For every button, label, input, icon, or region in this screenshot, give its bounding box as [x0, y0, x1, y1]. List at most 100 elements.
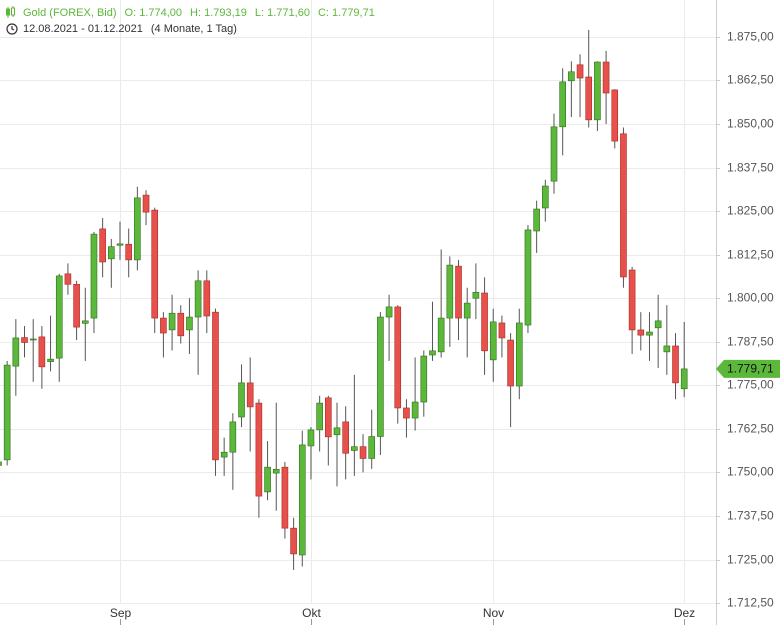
y-tick-label: 1.862,50: [727, 73, 774, 87]
candle-body: [47, 358, 54, 362]
candle-body: [628, 269, 636, 331]
candle-body: [351, 446, 358, 451]
duration: (4 Monate, 1 Tag): [151, 23, 237, 35]
candle-body: [680, 368, 688, 390]
candle-body: [411, 401, 419, 419]
y-tick-label: 1.787,50: [727, 335, 774, 349]
candle-body: [420, 355, 428, 403]
candle-body: [576, 64, 584, 79]
candle-body: [307, 429, 315, 447]
candle-body: [55, 275, 63, 359]
y-tick-label: 1.875,00: [727, 30, 774, 44]
candle-body: [186, 316, 193, 331]
close-text: C: 1.779,71: [318, 7, 375, 19]
candle-body: [368, 436, 376, 459]
candle-body: [99, 228, 106, 263]
candle-body: [90, 233, 98, 319]
candle-body: [177, 312, 185, 337]
y-tick-label: 1.762,50: [727, 422, 774, 436]
y-tick-label: 1.737,50: [727, 509, 774, 523]
instrument: Gold (FOREX, Bid): [23, 7, 117, 19]
candle-body: [446, 264, 454, 319]
y-tick-label: 1.750,00: [727, 465, 774, 479]
candle-body: [620, 133, 627, 278]
x-tick-label: Nov: [483, 606, 504, 620]
open-text: O: 1.774,00: [125, 7, 183, 19]
candle-body: [0, 461, 2, 466]
candle-body: [394, 306, 402, 409]
candle-body: [325, 397, 332, 438]
candle-body: [3, 364, 11, 461]
last-price-label: 1.779,71: [727, 362, 774, 376]
candle-body: [38, 336, 46, 368]
candle-body: [594, 61, 601, 121]
candle-body: [437, 317, 445, 353]
candle-body: [455, 265, 462, 319]
candle-body: [194, 280, 202, 318]
x-tick-label: Sep: [110, 606, 132, 620]
candle-body: [168, 312, 176, 331]
x-tick-label: Okt: [302, 606, 321, 620]
candle-body: [524, 229, 532, 326]
last-price-box: [716, 359, 780, 378]
candle-body: [654, 320, 662, 329]
candle-body: [290, 527, 297, 555]
grid: [0, 0, 716, 604]
candle-body: [108, 246, 115, 260]
candle-body: [385, 306, 393, 318]
candle-body: [568, 71, 575, 82]
candle-body: [489, 321, 497, 361]
candle-body: [125, 243, 132, 261]
candles: [0, 29, 688, 570]
candle-body: [429, 350, 436, 356]
x-tick-label: Dez: [674, 606, 695, 620]
candle-body: [533, 208, 540, 232]
candle-body: [611, 89, 619, 142]
candle-body: [81, 320, 89, 324]
clock-icon: [6, 23, 18, 35]
candle-body: [203, 280, 211, 317]
candle-body: [342, 421, 349, 454]
candle-body: [298, 444, 306, 556]
candle-body: [663, 345, 671, 353]
candle-body: [238, 382, 245, 418]
period: 12.08.2021 - 01.12.2021: [23, 23, 143, 35]
candle-body: [142, 194, 150, 213]
candle-body: [585, 76, 593, 121]
candle-body: [481, 292, 488, 352]
candle-body: [542, 185, 549, 209]
y-tick-label: 1.800,00: [727, 291, 774, 305]
y-tick-label: 1.837,50: [727, 161, 774, 175]
y-tick-label: 1.712,50: [727, 596, 774, 610]
candle-body: [160, 317, 167, 334]
high-text: H: 1.793,19: [190, 7, 247, 19]
candle-body: [463, 302, 471, 319]
header: Gold (FOREX, Bid) O: 1.774,00 H: 1.793,19 L…: [6, 6, 375, 35]
y-tick-label: 1.775,00: [727, 378, 774, 392]
candle-body: [151, 209, 159, 319]
candle-body: [21, 337, 28, 343]
candle-body: [281, 466, 289, 529]
candle-body: [559, 81, 566, 128]
y-tick-label: 1.850,00: [727, 117, 774, 131]
candle-body: [498, 322, 506, 339]
y-tick-label: 1.825,00: [727, 204, 774, 218]
candle-body: [637, 329, 645, 336]
axis: 1.712,50 1.725,00 1.737,50 1.750,00 1.762,50…: [110, 30, 780, 625]
candle-body: [316, 402, 323, 431]
candle-body: [229, 421, 237, 453]
candle-body: [672, 345, 679, 384]
candle-body: [515, 322, 523, 387]
candle-body: [64, 273, 72, 285]
candle-body: [333, 427, 341, 436]
candle-body: [646, 331, 653, 336]
period-text: 12.08.2021 - 01.12.2021 (4 Monate, 1 Tag): [23, 23, 237, 35]
candle-body: [12, 337, 20, 367]
candle-body: [403, 407, 410, 419]
candle-body: [220, 451, 228, 458]
candle-body: [272, 468, 280, 474]
candle-body: [507, 339, 514, 387]
candle-body: [134, 197, 141, 261]
y-tick-label: 1.725,00: [727, 553, 774, 567]
